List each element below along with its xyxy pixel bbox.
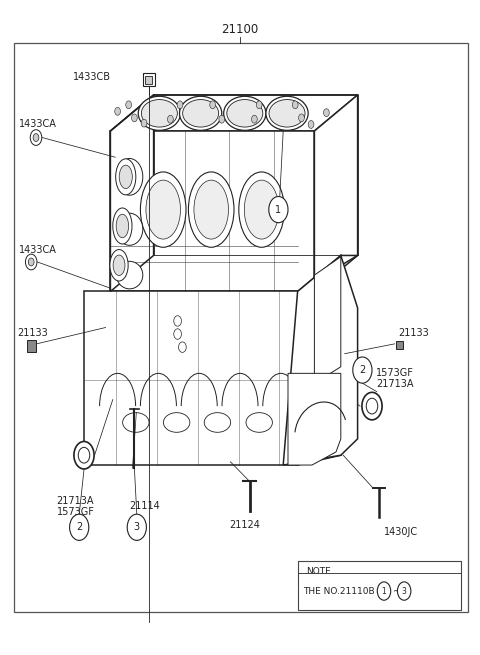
Circle shape bbox=[174, 316, 181, 326]
Text: NOTE: NOTE bbox=[306, 567, 331, 576]
Ellipse shape bbox=[146, 180, 180, 239]
Circle shape bbox=[353, 357, 372, 383]
Ellipse shape bbox=[78, 447, 90, 463]
Circle shape bbox=[28, 258, 34, 266]
Ellipse shape bbox=[117, 261, 143, 289]
Text: 1433CA: 1433CA bbox=[19, 245, 57, 255]
Text: ~: ~ bbox=[392, 586, 399, 595]
Polygon shape bbox=[288, 373, 341, 465]
Text: 21713A: 21713A bbox=[57, 496, 94, 506]
Ellipse shape bbox=[116, 159, 136, 195]
Text: THE NO.21110B :: THE NO.21110B : bbox=[303, 586, 384, 595]
Bar bbox=[396, 341, 403, 349]
Circle shape bbox=[324, 109, 329, 117]
Bar bbox=[145, 76, 152, 84]
Ellipse shape bbox=[117, 214, 143, 246]
Ellipse shape bbox=[366, 398, 378, 414]
Circle shape bbox=[132, 114, 137, 122]
Ellipse shape bbox=[239, 172, 284, 248]
Ellipse shape bbox=[119, 165, 132, 189]
Text: 3: 3 bbox=[402, 586, 407, 595]
Ellipse shape bbox=[117, 159, 143, 195]
Ellipse shape bbox=[110, 250, 128, 281]
Bar bbox=[14, 43, 468, 612]
Ellipse shape bbox=[142, 100, 178, 127]
Bar bbox=[298, 561, 461, 610]
Ellipse shape bbox=[122, 413, 149, 432]
Ellipse shape bbox=[269, 100, 305, 127]
Text: 3: 3 bbox=[134, 522, 140, 533]
Ellipse shape bbox=[180, 96, 222, 130]
Circle shape bbox=[127, 514, 146, 540]
Bar bbox=[27, 340, 36, 352]
Text: 21713A: 21713A bbox=[376, 379, 413, 390]
Circle shape bbox=[292, 101, 298, 109]
Polygon shape bbox=[110, 95, 154, 291]
Polygon shape bbox=[314, 95, 358, 291]
Text: 21133: 21133 bbox=[17, 328, 48, 338]
Bar bbox=[143, 73, 155, 86]
Ellipse shape bbox=[182, 100, 218, 127]
Circle shape bbox=[397, 582, 411, 600]
Circle shape bbox=[179, 342, 186, 352]
Text: 21133: 21133 bbox=[398, 328, 429, 338]
Polygon shape bbox=[283, 255, 358, 465]
Ellipse shape bbox=[163, 413, 190, 432]
Ellipse shape bbox=[246, 413, 273, 432]
Circle shape bbox=[115, 107, 120, 115]
Polygon shape bbox=[110, 95, 358, 131]
Text: 2: 2 bbox=[76, 522, 83, 533]
Text: 21100: 21100 bbox=[221, 23, 259, 36]
Text: 1: 1 bbox=[276, 204, 281, 215]
Text: 1433CA: 1433CA bbox=[19, 119, 57, 130]
Circle shape bbox=[299, 114, 304, 122]
Polygon shape bbox=[298, 255, 358, 291]
Polygon shape bbox=[314, 257, 341, 383]
Ellipse shape bbox=[194, 180, 228, 239]
Circle shape bbox=[70, 514, 89, 540]
Ellipse shape bbox=[224, 96, 266, 130]
Circle shape bbox=[168, 115, 173, 123]
Ellipse shape bbox=[113, 255, 125, 276]
Circle shape bbox=[210, 101, 216, 109]
Text: 1573GF: 1573GF bbox=[57, 507, 95, 517]
Circle shape bbox=[141, 119, 147, 127]
Ellipse shape bbox=[116, 214, 129, 238]
Ellipse shape bbox=[362, 392, 382, 420]
Text: 1: 1 bbox=[382, 586, 386, 595]
Ellipse shape bbox=[113, 208, 132, 244]
Circle shape bbox=[177, 101, 183, 109]
Ellipse shape bbox=[204, 413, 230, 432]
Ellipse shape bbox=[244, 180, 279, 239]
Text: 1433CB: 1433CB bbox=[73, 72, 111, 83]
Circle shape bbox=[25, 254, 37, 270]
Polygon shape bbox=[84, 291, 298, 465]
Circle shape bbox=[219, 115, 225, 123]
Ellipse shape bbox=[74, 441, 94, 469]
Circle shape bbox=[33, 134, 39, 141]
Circle shape bbox=[174, 329, 181, 339]
Text: 1430JC: 1430JC bbox=[384, 527, 418, 537]
Ellipse shape bbox=[138, 96, 180, 130]
Text: 21124: 21124 bbox=[229, 520, 260, 531]
Ellipse shape bbox=[188, 172, 234, 248]
Ellipse shape bbox=[140, 172, 186, 248]
Text: 2: 2 bbox=[359, 365, 366, 375]
Ellipse shape bbox=[266, 96, 308, 130]
Ellipse shape bbox=[227, 100, 263, 127]
Polygon shape bbox=[110, 131, 314, 291]
Text: 21114: 21114 bbox=[130, 500, 160, 511]
Circle shape bbox=[252, 115, 257, 123]
Circle shape bbox=[377, 582, 391, 600]
Circle shape bbox=[30, 130, 42, 145]
Circle shape bbox=[256, 101, 262, 109]
Circle shape bbox=[308, 121, 314, 128]
Circle shape bbox=[126, 101, 132, 109]
Text: 1573GF: 1573GF bbox=[376, 368, 414, 379]
Circle shape bbox=[269, 196, 288, 223]
